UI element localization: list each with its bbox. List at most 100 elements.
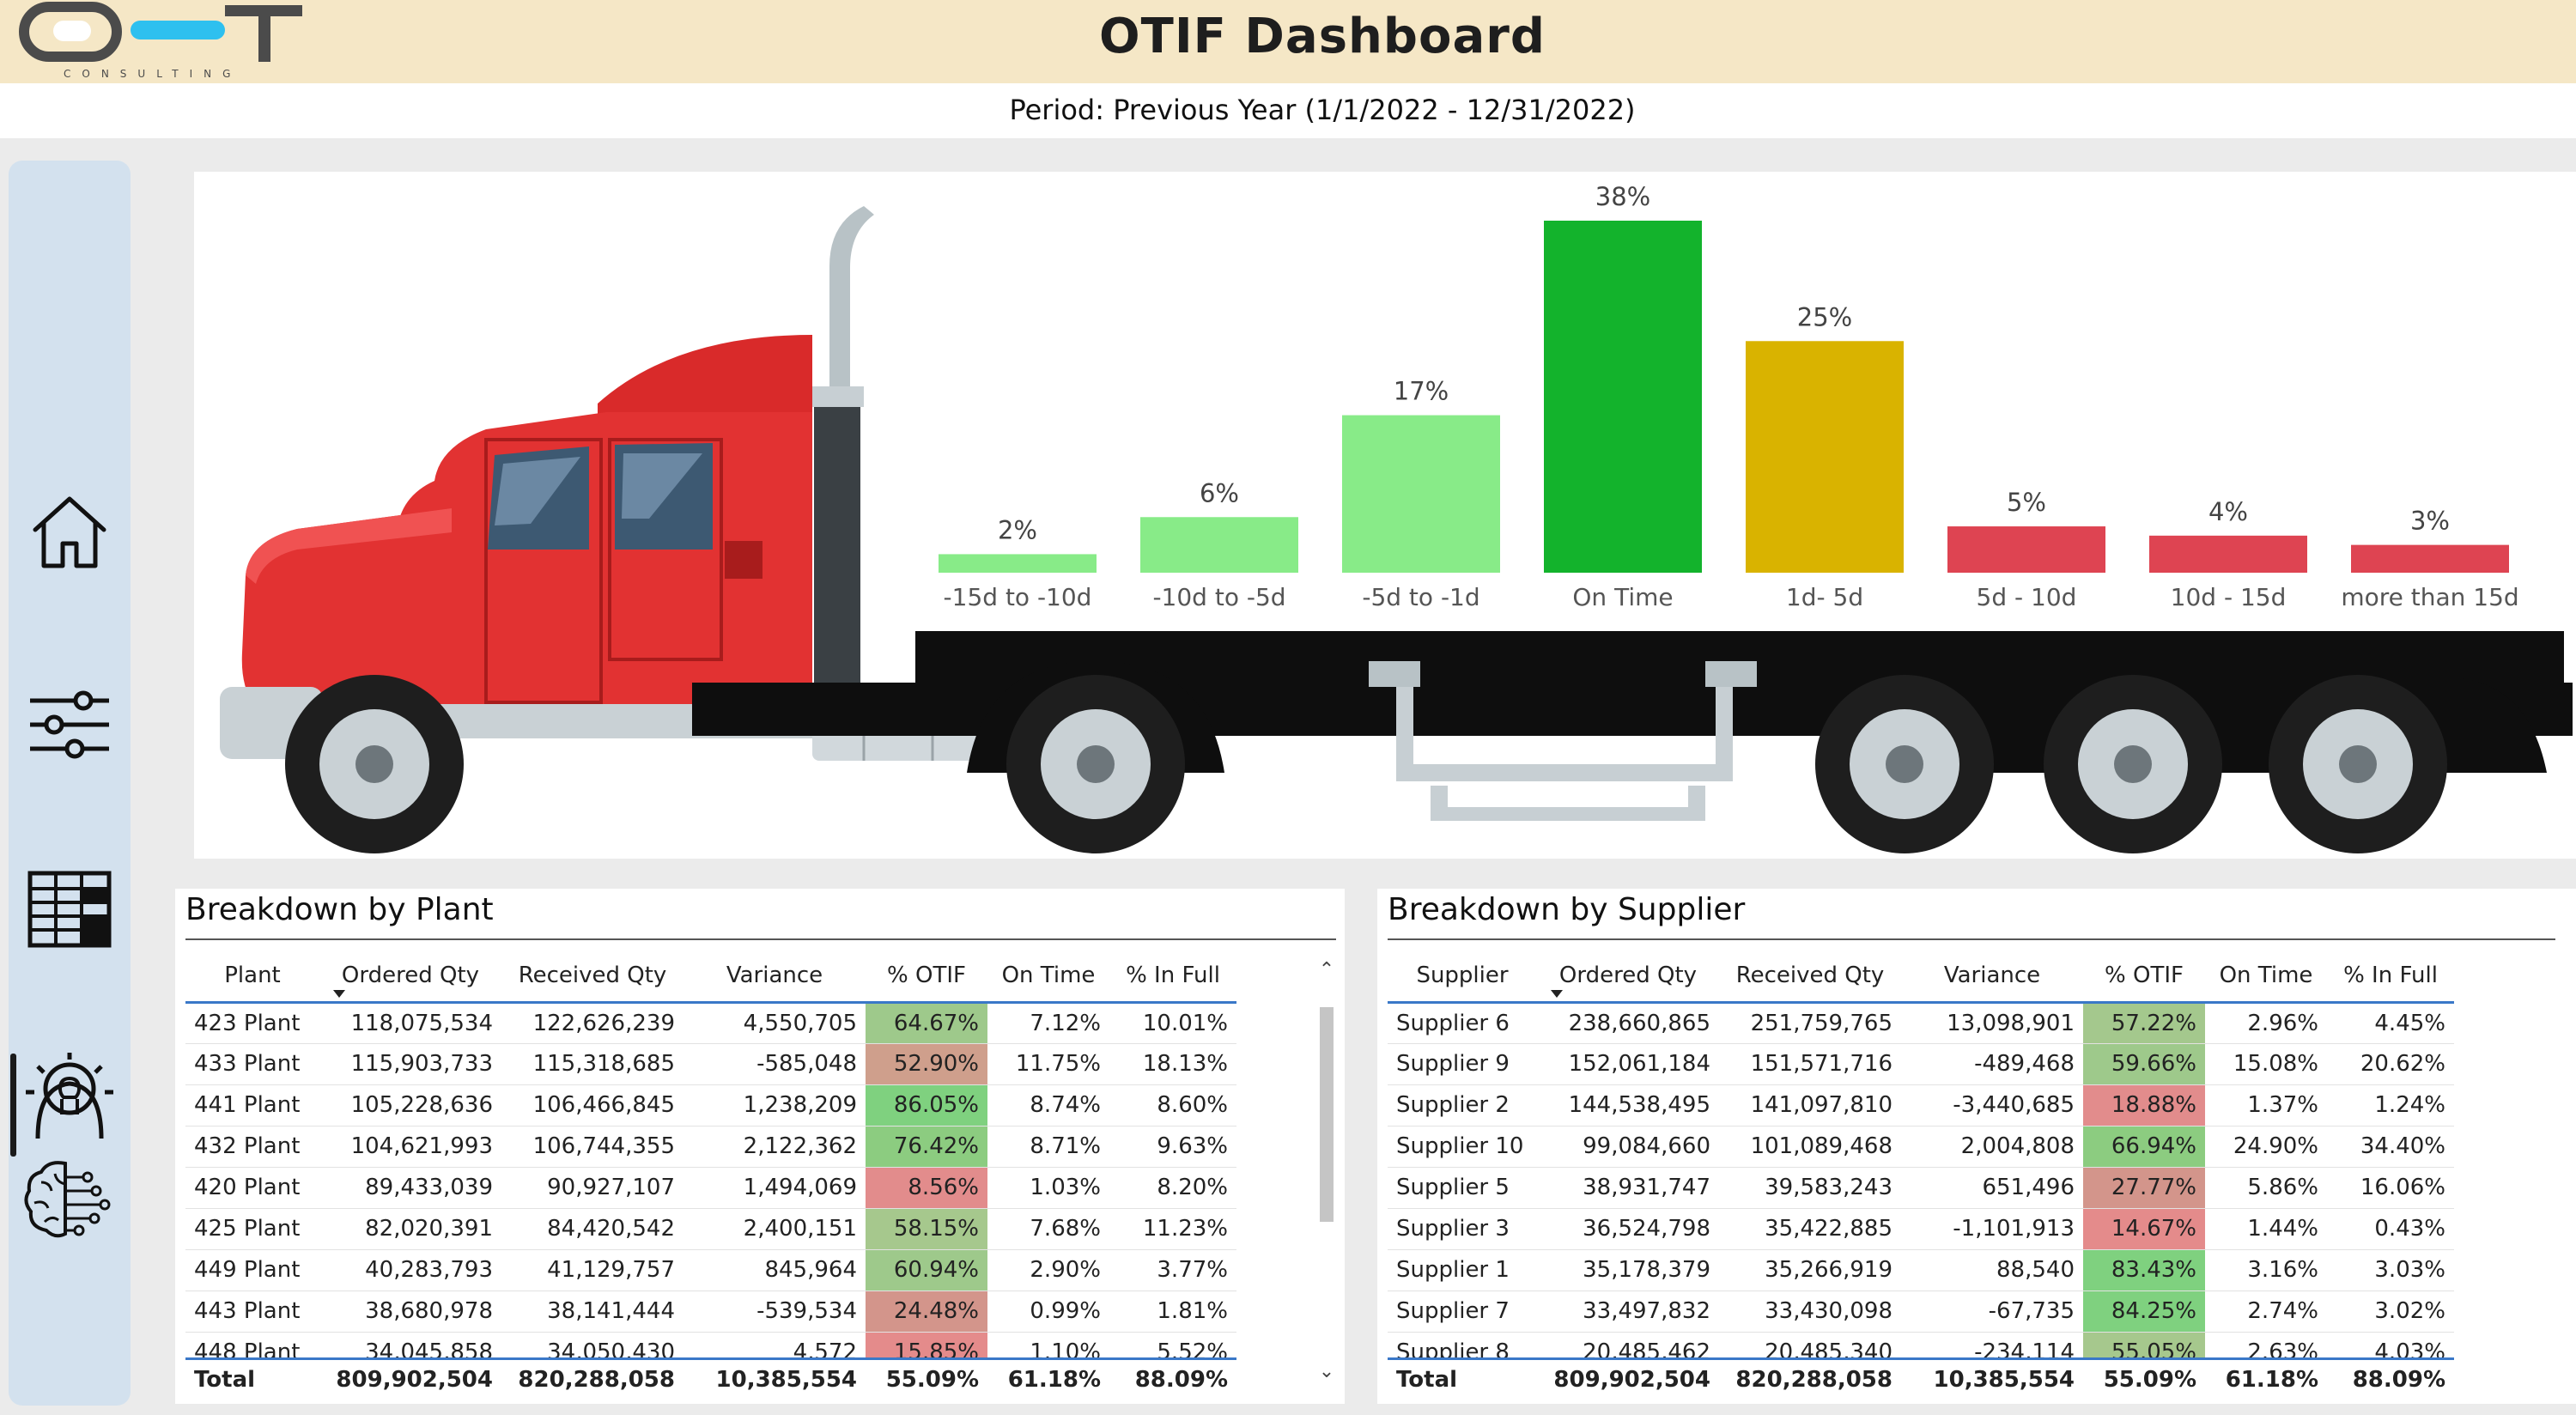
bar-6[interactable] xyxy=(1947,526,2105,573)
table-cell: 106,466,845 xyxy=(501,1084,683,1127)
total-cell: 55.09% xyxy=(2083,1357,2205,1400)
period-label: Period: Previous Year (1/1/2022 - 12/31/… xyxy=(1009,94,1636,126)
bar-data-label: 38% xyxy=(1595,182,1650,211)
plant-header-on-time[interactable]: On Time xyxy=(987,950,1109,1004)
bar-1[interactable] xyxy=(939,554,1097,573)
plant-table-divider xyxy=(185,938,1336,940)
table-cell: 83.43% xyxy=(2083,1249,2205,1291)
sliders-icon xyxy=(30,690,109,759)
scroll-thumb[interactable] xyxy=(1320,1007,1334,1222)
table-cell: 60.94% xyxy=(866,1249,987,1291)
totals-table: Total 809,902,504 820,288,058 10,385,554 55.… xyxy=(1388,1357,2454,1400)
table-row[interactable]: Supplier 1 35,178,379 35,266,919 88,540 83.4… xyxy=(1388,1249,2454,1291)
totals-row: Total 809,902,504 820,288,058 10,385,554 55.… xyxy=(1388,1357,2454,1400)
table-cell: 76.42% xyxy=(866,1126,987,1168)
bar-5[interactable] xyxy=(1746,341,1904,573)
supplier-table-divider xyxy=(1388,938,2555,940)
table-row[interactable]: 420 Plant 89,433,039 90,927,107 1,494,069 8.… xyxy=(185,1167,1236,1209)
table-cell: -1,101,913 xyxy=(1901,1208,2083,1250)
table-row[interactable]: 443 Plant 38,680,978 38,141,444 -539,534 24.… xyxy=(185,1291,1236,1333)
table-cell: 1.37% xyxy=(2205,1084,2327,1127)
table-cell: 84.25% xyxy=(2083,1291,2205,1333)
nav-filters[interactable] xyxy=(9,673,131,776)
supplier-table-scroll-area[interactable]: Supplier Ordered Qty Received Qty Variance%… xyxy=(1377,950,2562,1404)
table-row[interactable]: Supplier 6 238,660,865 251,759,765 13,098,9… xyxy=(1388,1002,2454,1044)
table-cell: 24.90% xyxy=(2205,1126,2327,1168)
total-cell: Total xyxy=(185,1357,319,1400)
table-row[interactable]: Supplier 9 152,061,184 151,571,716 -489,468… xyxy=(1388,1043,2454,1085)
nav-home[interactable] xyxy=(9,480,131,583)
table-cell: 2,004,808 xyxy=(1901,1126,2083,1168)
bar-7[interactable] xyxy=(2149,535,2307,573)
nav-table[interactable] xyxy=(9,858,131,961)
table-row[interactable]: Supplier 7 33,497,832 33,430,098 -67,735 84.… xyxy=(1388,1291,2454,1333)
period-bar: Period: Previous Year (1/1/2022 - 12/31/… xyxy=(0,83,2576,138)
scroll-up-icon[interactable]: ⌃ xyxy=(1318,959,1335,981)
table-cell: 40,283,793 xyxy=(319,1249,501,1291)
table-cell: -539,534 xyxy=(683,1291,866,1333)
table-row[interactable]: 433 Plant 115,903,733 115,318,685 -585,048 5… xyxy=(185,1043,1236,1085)
bar-8[interactable] xyxy=(2351,544,2509,573)
table-cell: -3,440,685 xyxy=(1901,1084,2083,1127)
table-row[interactable]: 441 Plant 105,228,636 106,466,845 1,238,209… xyxy=(185,1084,1236,1127)
table-cell: 99,084,660 xyxy=(1537,1126,1719,1168)
supplier-header-in-full[interactable]: % In Full xyxy=(2327,950,2454,1004)
table-row[interactable]: 423 Plant 118,075,534 122,626,239 4,550,705… xyxy=(185,1002,1236,1044)
supplier-header-variance[interactable]: Variance xyxy=(1901,950,2083,1004)
plant-header-otif[interactable]: % OTIF xyxy=(866,950,987,1004)
total-cell: 809,902,504 xyxy=(1537,1357,1719,1400)
nav-ai[interactable] xyxy=(9,1148,131,1251)
bar-2[interactable] xyxy=(1140,517,1298,573)
table-cell: 423 Plant xyxy=(185,1002,319,1044)
table-cell: -489,468 xyxy=(1901,1043,2083,1085)
plant-header-ordered-qty[interactable]: Ordered Qty xyxy=(319,950,501,1004)
bar-3[interactable] xyxy=(1342,415,1500,573)
table-row[interactable]: 432 Plant 104,621,993 106,744,355 2,122,362… xyxy=(185,1126,1236,1168)
supplier-header-on-time[interactable]: On Time xyxy=(2205,950,2327,1004)
plant-header-received-qty[interactable]: Received Qty xyxy=(501,950,683,1004)
scroll-down-icon[interactable]: ⌄ xyxy=(1318,1361,1335,1382)
bar-4[interactable] xyxy=(1544,221,1702,573)
bar-data-label: 3% xyxy=(2410,507,2450,536)
plant-header-in-full[interactable]: % In Full xyxy=(1109,950,1236,1004)
bar-data-label: 17% xyxy=(1394,377,1449,406)
supplier-header-supplier[interactable]: Supplier xyxy=(1388,950,1537,1004)
total-cell: 55.09% xyxy=(866,1357,987,1400)
totals-table: Total 809,902,504 820,288,058 10,385,554 55.… xyxy=(185,1357,1236,1400)
table-cell: 18.88% xyxy=(2083,1084,2205,1127)
supplier-header-otif[interactable]: % OTIF xyxy=(2083,950,2205,1004)
bar-category-label: 5d - 10d xyxy=(1977,583,2077,611)
table-cell: 106,744,355 xyxy=(501,1126,683,1168)
table-row[interactable]: Supplier 5 38,931,747 39,583,243 651,496 27.… xyxy=(1388,1167,2454,1209)
plant-table-title: Breakdown by Plant xyxy=(185,892,494,927)
table-cell: 3.03% xyxy=(2327,1249,2454,1291)
plant-table-scrollbar[interactable]: ⌃ ⌄ xyxy=(1317,959,1336,1388)
table-cell: 105,228,636 xyxy=(319,1084,501,1127)
plant-table-scroll-area[interactable]: Plant Ordered Qty Received Qty Variance% OT… xyxy=(175,950,1326,1404)
table-cell: 82,020,391 xyxy=(319,1208,501,1250)
bar-data-label: 4% xyxy=(2208,497,2248,526)
table-row[interactable]: Supplier 10 99,084,660 101,089,468 2,004,80… xyxy=(1388,1126,2454,1168)
table-cell: 1,238,209 xyxy=(683,1084,866,1127)
table-cell: 152,061,184 xyxy=(1537,1043,1719,1085)
table-cell: 64.67% xyxy=(866,1002,987,1044)
table-row[interactable]: Supplier 2 144,538,495 141,097,810 -3,440,6… xyxy=(1388,1084,2454,1127)
table-cell: -585,048 xyxy=(683,1043,866,1085)
totals-row: Total 809,902,504 820,288,058 10,385,554 55.… xyxy=(185,1357,1236,1400)
table-cell: 10.01% xyxy=(1109,1002,1236,1044)
table-cell: 2.90% xyxy=(987,1249,1109,1291)
supplier-header-ordered-qty[interactable]: Ordered Qty xyxy=(1537,950,1719,1004)
supplier-header-received-qty[interactable]: Received Qty xyxy=(1719,950,1901,1004)
plant-header-variance[interactable]: Variance xyxy=(683,950,866,1004)
bar-data-label: 6% xyxy=(1200,478,1239,507)
table-row[interactable]: Supplier 3 36,524,798 35,422,885 -1,101,913… xyxy=(1388,1208,2454,1250)
nav-insights[interactable] xyxy=(9,1045,131,1157)
svg-text:CONSULTING: CONSULTING xyxy=(64,68,241,80)
table-row[interactable]: 425 Plant 82,020,391 84,420,542 2,400,151 58… xyxy=(185,1208,1236,1250)
supplier-table-title: Breakdown by Supplier xyxy=(1388,892,1746,927)
table-cell: 90,927,107 xyxy=(501,1167,683,1209)
table-cell: 441 Plant xyxy=(185,1084,319,1127)
table-row[interactable]: 449 Plant 40,283,793 41,129,757 845,964 60.9… xyxy=(185,1249,1236,1291)
plant-header-plant[interactable]: Plant xyxy=(185,950,319,1004)
table-cell: 52.90% xyxy=(866,1043,987,1085)
